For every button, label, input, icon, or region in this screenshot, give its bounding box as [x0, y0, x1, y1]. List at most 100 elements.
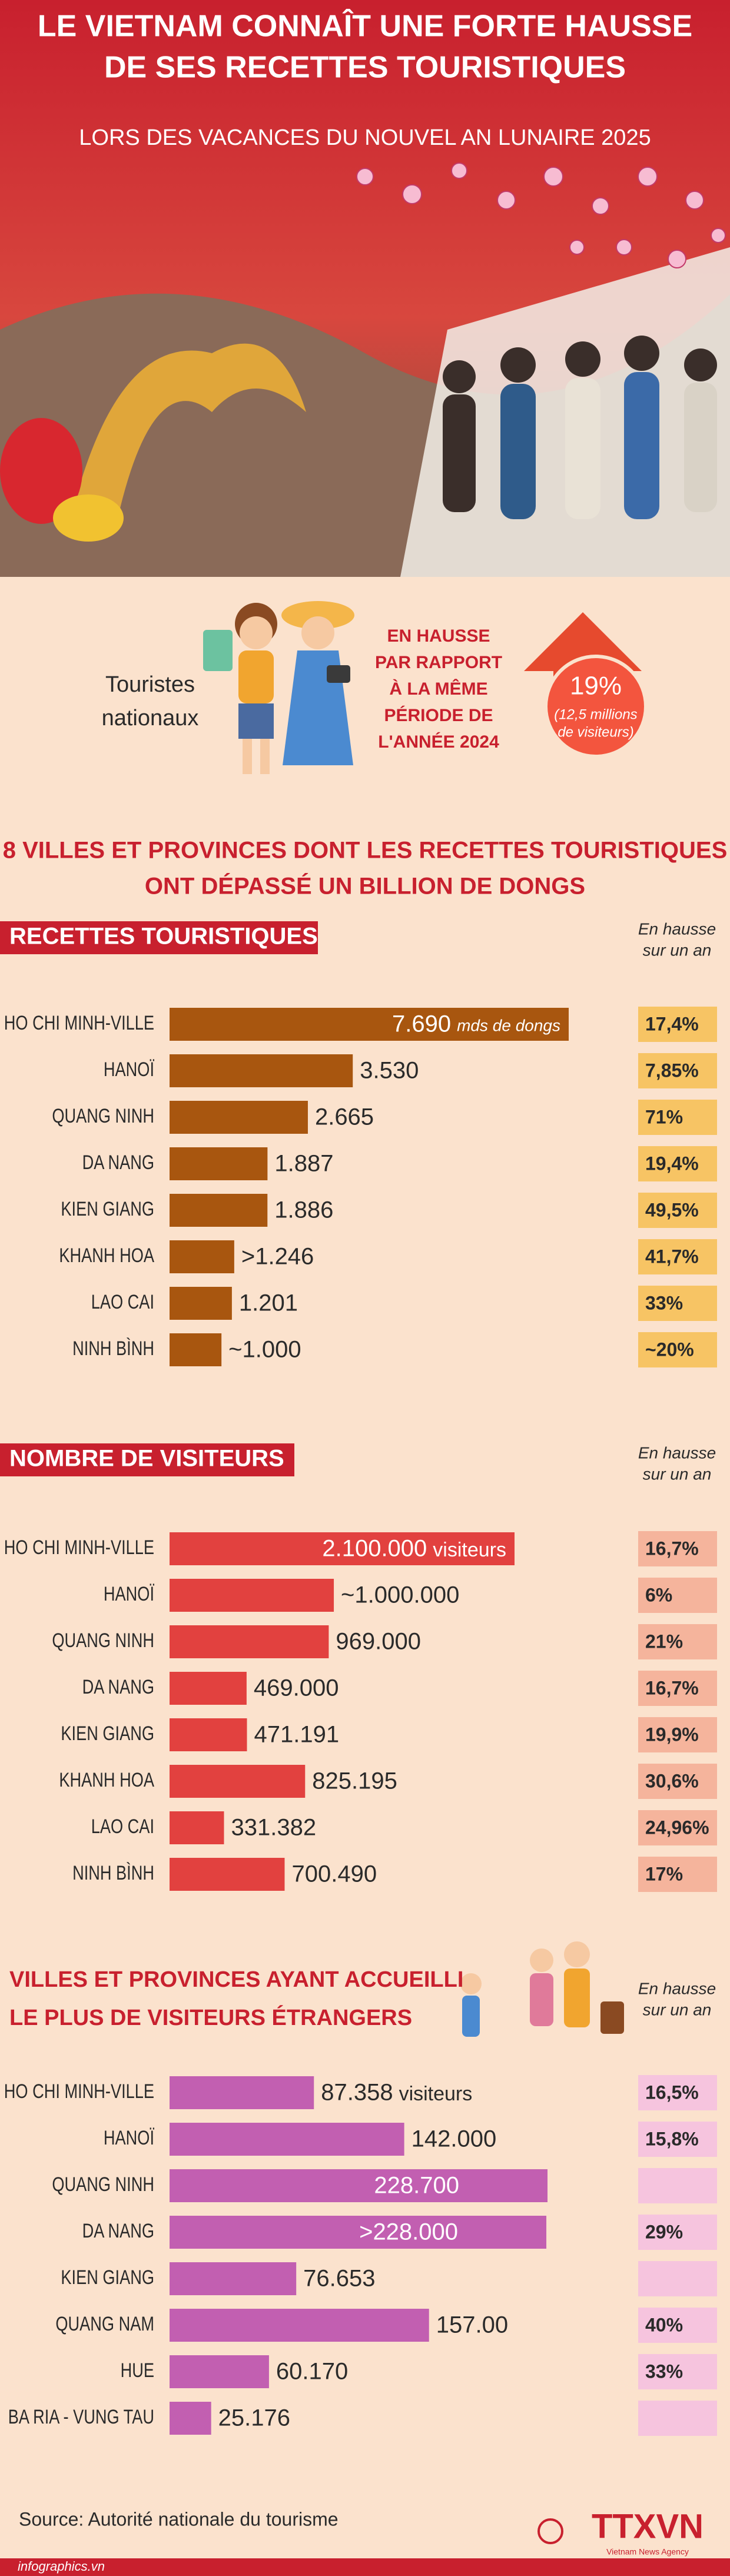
category-label: NINH BÌNH [72, 1861, 154, 1884]
value-label: 1.886 [274, 1197, 333, 1223]
growth-box [638, 1193, 717, 1228]
bar [170, 2076, 314, 2109]
category-label-group: DA NANG [82, 2219, 154, 2242]
chart-title: LE PLUS DE VISITEURS ÉTRANGERS [9, 2004, 412, 2030]
summary-label: Touristes [105, 672, 195, 697]
category-label-group: QUANG NINH [52, 1104, 154, 1127]
category-label-group: NINH BÌNH [72, 1861, 154, 1884]
category-label: KIEN GIANG [61, 1197, 154, 1220]
category-label: HANOÏ [104, 1582, 154, 1605]
category-label: QUANG NINH [52, 1104, 154, 1127]
value-label: 471.191 [254, 1722, 339, 1748]
footer-agency: Vietnam News Agency [606, 2547, 689, 2557]
value-label: 331.382 [231, 1815, 316, 1841]
growth-box [638, 2075, 717, 2110]
bar [170, 2216, 547, 2249]
bar [170, 1811, 224, 1844]
photo-arch [71, 343, 306, 518]
bar [170, 1008, 569, 1041]
category-label: NINH BÌNH [72, 1337, 154, 1360]
growth-box [638, 1332, 717, 1367]
category-label: KIEN GIANG [61, 2266, 154, 2289]
category-label-group: BA RIA - VUNG TAU [8, 2405, 154, 2428]
bar [170, 1054, 353, 1087]
growth-box [638, 2308, 717, 2343]
growth-label: 15,8% [645, 2128, 699, 2149]
category-label: HO CHI MINH-VILLE [4, 1536, 154, 1559]
section-band [0, 1443, 294, 1476]
category-label: KHANH HOA [59, 1768, 154, 1791]
summary-detail: (12,5 millions [554, 706, 637, 722]
chart-title: RECETTES TOURISTIQUES [9, 924, 318, 950]
category-label-group: HO CHI MINH-VILLE [4, 1536, 154, 1559]
category-label: HANOÏ [104, 1058, 154, 1081]
growth-label: 41,7% [645, 1246, 699, 1267]
category-label-group: KHANH HOA [59, 1768, 154, 1791]
value-label: 76.653 [303, 2266, 375, 2292]
growth-box [638, 2122, 717, 2157]
section-band [0, 921, 318, 954]
headline: 8 VILLES ET PROVINCES DONT LES RECETTES … [3, 838, 728, 864]
category-label: BA RIA - VUNG TAU [8, 2405, 154, 2428]
category-label-group: HO CHI MINH-VILLE [4, 1011, 154, 1034]
growth-box [638, 1239, 717, 1274]
growth-box [638, 2261, 717, 2296]
growth-label: 24,96% [645, 1817, 709, 1838]
value-label: 700.490 [291, 1861, 377, 1887]
growth-box [638, 2401, 717, 2436]
growth-label: 17,4% [645, 1013, 699, 1034]
growth-box [638, 1857, 717, 1892]
value-badge [544, 655, 648, 758]
category-label-group: QUANG NAM [55, 2312, 154, 2335]
chart-title: NOMBRE DE VISITEURS [9, 1446, 284, 1472]
category-label-group: LAO CAI [91, 1290, 154, 1313]
category-label-group: KIEN GIANG [61, 2266, 154, 2289]
category-label: QUANG NAM [55, 2312, 154, 2335]
category-label-group: DA NANG [82, 1675, 154, 1698]
growth-label: 29% [645, 2221, 683, 2242]
value-unit: mds de dongs [457, 1016, 560, 1034]
growth-label: 16,7% [645, 1677, 699, 1698]
category-label: LAO CAI [91, 1815, 154, 1838]
bar [170, 2402, 211, 2435]
bar [170, 1672, 247, 1705]
value-label: 1.887 [274, 1151, 333, 1177]
growth-label: 33% [645, 1292, 683, 1313]
summary-label: nationaux [102, 706, 199, 731]
category-label: KHANH HOA [59, 1244, 154, 1267]
growth-box [638, 1531, 717, 1566]
title-line: DE SES RECETTES TOURISTIQUES [104, 51, 626, 85]
growth-title: sur un an [643, 941, 712, 959]
category-label: DA NANG [82, 1675, 154, 1698]
category-label-group: HUE [121, 2359, 154, 2382]
growth-label: 30,6% [645, 1770, 699, 1791]
growth-label: 33% [645, 2361, 683, 2382]
growth-label: 40% [645, 2314, 683, 2335]
value-label: 228.700 [374, 2173, 459, 2199]
category-label-group: QUANG NINH [52, 2173, 154, 2196]
value-label: 3.530 [360, 1058, 419, 1084]
growth-title: sur un an [643, 2000, 712, 2019]
summary-value: 19% [570, 672, 622, 701]
category-label-group: KHANH HOA [59, 1244, 154, 1267]
bar [170, 1625, 329, 1658]
bar [170, 2309, 429, 2342]
summary-note: EN HAUSSE [387, 626, 490, 646]
growth-box [638, 1286, 717, 1321]
growth-label: 71% [645, 1106, 683, 1127]
summary-note: À LA MÊME [389, 679, 487, 699]
growth-label: 19,4% [645, 1153, 699, 1174]
category-label-group: HANOÏ [104, 1058, 154, 1081]
growth-label: 17% [645, 1863, 683, 1884]
chart-title: VILLES ET PROVINCES AYANT ACCUEILLI [9, 1967, 463, 1992]
value-label: >228.000 [359, 2219, 458, 2245]
value-label: ~1.000.000 [341, 1582, 459, 1608]
footer-band [0, 2558, 730, 2576]
logo: TTXVN [592, 2507, 704, 2545]
growth-box [638, 1578, 717, 1613]
value-label: 825.195 [312, 1768, 397, 1794]
category-label: QUANG NINH [52, 2173, 154, 2196]
growth-title: En hausse [638, 919, 716, 938]
